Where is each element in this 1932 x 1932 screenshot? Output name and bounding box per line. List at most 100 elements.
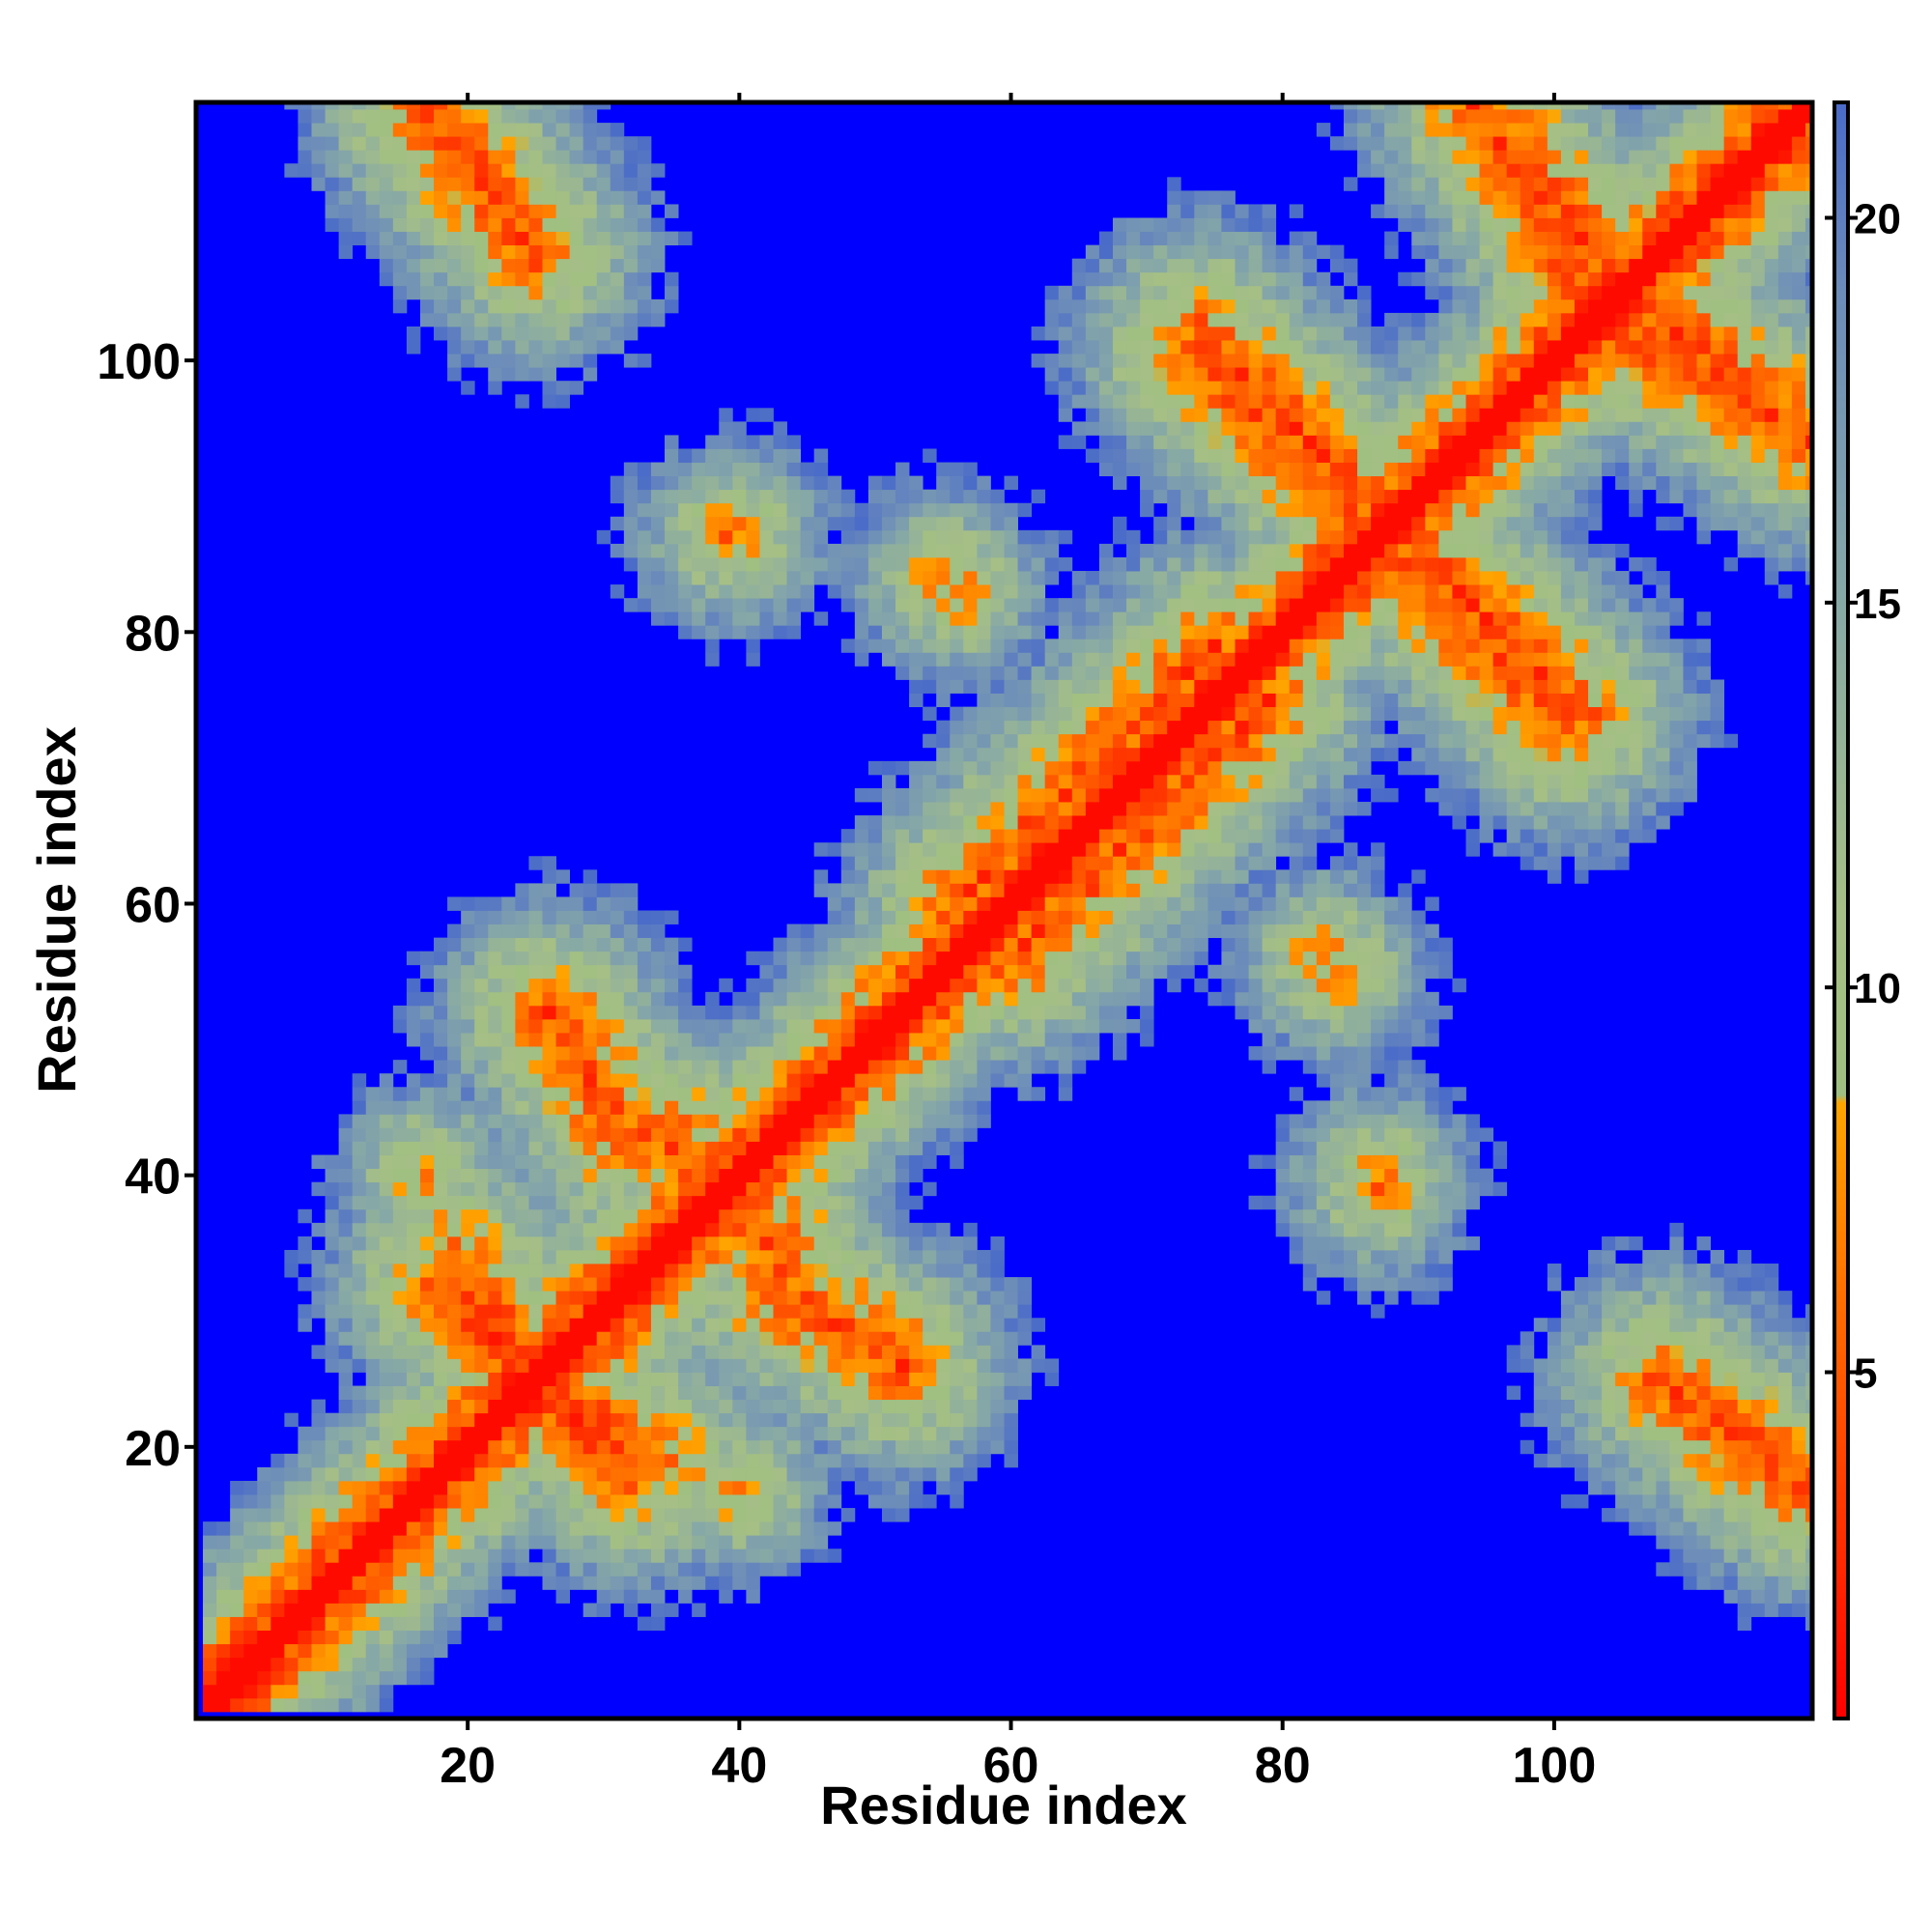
heatmap-cell — [1248, 312, 1264, 327]
heatmap-cell — [447, 1576, 462, 1590]
heatmap-cell — [555, 1087, 571, 1101]
heatmap-cell — [881, 760, 896, 776]
heatmap-cell — [596, 312, 611, 327]
heatmap-cell — [352, 109, 367, 124]
heatmap-cell — [719, 1318, 733, 1332]
heatmap-cell — [569, 1480, 584, 1495]
heatmap-cell — [963, 1291, 978, 1305]
heatmap-cell — [623, 312, 639, 327]
heatmap-cell — [1140, 842, 1154, 857]
heatmap-cell — [923, 774, 937, 789]
heatmap-cell — [881, 1304, 896, 1319]
heatmap-cell — [773, 1005, 787, 1020]
heatmap-cell — [827, 1385, 842, 1401]
heatmap-cell — [936, 1060, 951, 1074]
heatmap-cell — [474, 1168, 489, 1183]
heatmap-cell — [392, 1304, 408, 1319]
heatmap-cell — [637, 991, 652, 1007]
heatmap-cell — [1112, 435, 1127, 449]
heatmap-cell — [1098, 326, 1114, 341]
heatmap-cell — [1004, 883, 1018, 897]
heatmap-cell — [895, 1222, 910, 1237]
heatmap-cell — [936, 639, 951, 653]
heatmap-cell — [840, 639, 856, 653]
heatmap-cell — [759, 1060, 774, 1074]
heatmap-cell — [665, 204, 679, 218]
heatmap-cell — [596, 1127, 611, 1142]
heatmap-cell — [298, 1318, 312, 1332]
heatmap-cell — [990, 489, 1005, 504]
heatmap-cell — [692, 475, 706, 491]
heatmap-cell — [923, 1412, 937, 1428]
heatmap-cell — [461, 1264, 475, 1278]
heatmap-cell — [1112, 516, 1127, 531]
heatmap-cell — [1044, 543, 1060, 558]
heatmap-cell — [1004, 1426, 1018, 1441]
heatmap-cell — [257, 1616, 271, 1632]
heatmap-cell — [1058, 991, 1073, 1007]
heatmap-cell — [759, 408, 774, 422]
heatmap-cell — [610, 910, 625, 924]
heatmap-cell — [692, 462, 706, 477]
heatmap-cell — [1235, 204, 1249, 218]
heatmap-cell — [311, 102, 326, 110]
heatmap-cell — [379, 136, 394, 151]
heatmap-cell — [365, 1630, 381, 1645]
heatmap-cell — [1302, 298, 1318, 314]
heatmap-cell — [623, 1508, 639, 1522]
heatmap-cell — [461, 1236, 475, 1251]
heatmap-cell — [786, 1466, 802, 1482]
heatmap-cell — [528, 231, 543, 246]
heatmap-cell — [1017, 733, 1033, 749]
heatmap-cell — [732, 1073, 747, 1088]
heatmap-cell — [352, 102, 367, 110]
heatmap-cell — [881, 1345, 896, 1359]
heatmap-cell — [1180, 285, 1195, 300]
heatmap-cell — [311, 1630, 326, 1645]
heatmap-cell — [692, 1033, 706, 1047]
heatmap-cell — [447, 285, 462, 300]
heatmap-cell — [447, 1562, 462, 1577]
heatmap-cell — [963, 666, 978, 680]
heatmap-cell — [257, 1603, 271, 1617]
heatmap-cell — [1302, 802, 1318, 816]
heatmap-cell — [1112, 1033, 1127, 1047]
heatmap-cell — [1085, 951, 1100, 966]
heatmap-cell — [474, 1141, 489, 1155]
heatmap-cell — [678, 1222, 693, 1237]
heatmap-cell — [1085, 869, 1100, 884]
heatmap-cell — [759, 556, 774, 572]
heatmap-cell — [515, 177, 529, 191]
heatmap-cell — [719, 1114, 733, 1128]
heatmap-cell — [746, 1358, 760, 1373]
heatmap-cell — [515, 978, 529, 993]
heatmap-cell — [705, 1127, 720, 1142]
heatmap-cell — [840, 502, 856, 518]
heatmap-cell — [623, 1548, 639, 1563]
heatmap-cell — [1316, 720, 1331, 735]
heatmap-cell — [365, 1466, 381, 1482]
heatmap-cell — [773, 529, 787, 545]
heatmap-cell — [732, 502, 747, 518]
heatmap-cell — [1044, 720, 1060, 735]
heatmap-cell — [1017, 910, 1033, 924]
heatmap-cell — [1329, 666, 1345, 680]
heatmap-cell — [813, 1480, 829, 1495]
heatmap-cell — [732, 1087, 747, 1101]
heatmap-cell — [365, 1264, 381, 1278]
heatmap-cell — [515, 1562, 529, 1577]
heatmap-cell — [610, 1358, 625, 1373]
heatmap-cell — [909, 1331, 923, 1346]
heatmap-cell — [732, 1453, 747, 1468]
heatmap-cell — [895, 1480, 910, 1495]
heatmap-cell — [447, 1249, 462, 1264]
heatmap-cell — [596, 923, 611, 939]
heatmap-cell — [705, 543, 720, 558]
heatmap-cell — [501, 1277, 516, 1292]
heatmap-cell — [1071, 802, 1087, 816]
heatmap-cell — [610, 1318, 625, 1332]
heatmap-cell — [311, 163, 326, 178]
heatmap-cell — [1085, 1005, 1100, 1020]
heatmap-cell — [461, 1576, 475, 1590]
heatmap-cell — [1235, 217, 1249, 232]
